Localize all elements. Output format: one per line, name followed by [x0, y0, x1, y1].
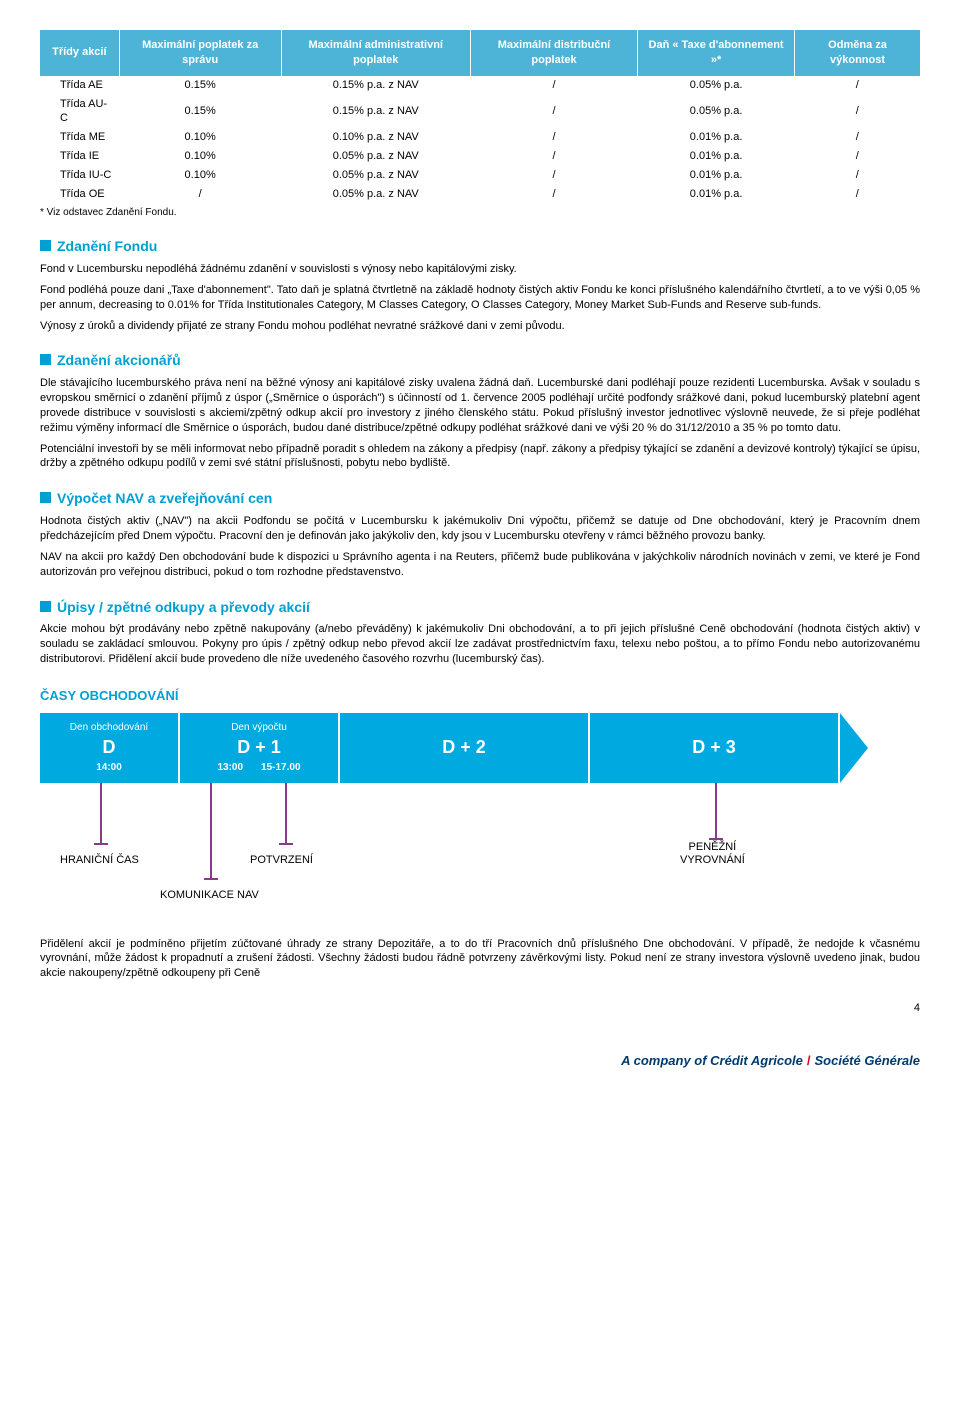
- table-header: Maximální distribuční poplatek: [470, 30, 637, 76]
- table-cell: 0.05% p.a. z NAV: [281, 166, 470, 185]
- caption-settlement: PENĚŽNÍ VYROVNÁNÍ: [680, 841, 745, 867]
- segment-day: D + 2: [442, 735, 486, 759]
- paragraph: Výnosy z úroků a dividendy přijaté ze st…: [40, 319, 920, 334]
- table-cell: /: [470, 185, 637, 204]
- table-cell: 0.15% p.a. z NAV: [281, 95, 470, 129]
- table-cell: 0.01% p.a.: [638, 166, 795, 185]
- table-cell: Třída IU-C: [40, 166, 119, 185]
- paragraph: Hodnota čistých aktiv („NAV") na akcii P…: [40, 514, 920, 544]
- paragraph: Fond podléhá pouze dani „Taxe d'abonneme…: [40, 283, 920, 313]
- table-cell: 0.10%: [119, 128, 281, 147]
- paragraph: Přidělení akcií je podmíněno přijetím zú…: [40, 937, 920, 982]
- footer-sep: /: [803, 1053, 815, 1068]
- table-header: Maximální poplatek za správu: [119, 30, 281, 76]
- table-cell: 0.01% p.a.: [638, 128, 795, 147]
- table-cell: Třída OE: [40, 185, 119, 204]
- caption-deadline: HRANIČNÍ ČAS: [60, 853, 139, 868]
- table-row: Třída AE0.15%0.15% p.a. z NAV/0.05% p.a.…: [40, 76, 920, 95]
- footer-company-a: Crédit Agricole: [710, 1053, 803, 1068]
- table-cell: Třída AU-C: [40, 95, 119, 129]
- caption-nav-comm: KOMUNIKACE NAV: [160, 888, 259, 903]
- table-cell: /: [795, 166, 920, 185]
- table-cell: 0.01% p.a.: [638, 185, 795, 204]
- segment-day: D + 3: [692, 735, 736, 759]
- table-cell: 0.10%: [119, 147, 281, 166]
- table-cell: 0.05% p.a. z NAV: [281, 185, 470, 204]
- table-cell: Třída IE: [40, 147, 119, 166]
- table-header: Maximální administrativní poplatek: [281, 30, 470, 76]
- paragraph: Fond v Lucembursku nepodléhá žádnému zda…: [40, 262, 920, 277]
- segment-day: D: [103, 735, 116, 759]
- table-cell: /: [795, 185, 920, 204]
- table-cell: Třída ME: [40, 128, 119, 147]
- table-cell: 0.15% p.a. z NAV: [281, 76, 470, 95]
- table-row: Třída IU-C0.10%0.05% p.a. z NAV/0.01% p.…: [40, 166, 920, 185]
- timeline-segment: D + 3: [590, 713, 840, 783]
- footer-company-b: Société Générale: [815, 1053, 921, 1068]
- table-cell: 0.05% p.a.: [638, 95, 795, 129]
- paragraph: Akcie mohou být prodávány nebo zpětně na…: [40, 622, 920, 667]
- table-header: Třídy akcií: [40, 30, 119, 76]
- table-cell: 0.01% p.a.: [638, 147, 795, 166]
- caption-confirm: POTVRZENÍ: [250, 853, 313, 868]
- timeline-segment: Den výpočtuD + 1 13:0015-17.00: [180, 713, 340, 783]
- footer-pre: A company of: [621, 1053, 710, 1068]
- segment-label: Den výpočtu: [231, 721, 287, 735]
- table-cell: /: [470, 147, 637, 166]
- section-title-nav: Výpočet NAV a zveřejňování cen: [40, 489, 920, 508]
- segment-label: Den obchodování: [70, 721, 148, 735]
- table-cell: 0.10%: [119, 166, 281, 185]
- trading-timeline: Den obchodováníD 14:00 Den výpočtuD + 1 13:…: [40, 713, 920, 913]
- table-footnote: * Viz odstavec Zdanění Fondu.: [40, 206, 920, 220]
- footer-brand: A company of Crédit Agricole/Société Gén…: [40, 1052, 920, 1070]
- page-number: 4: [40, 1001, 920, 1016]
- table-row: Třída AU-C0.15%0.15% p.a. z NAV/0.05% p.…: [40, 95, 920, 129]
- table-cell: /: [795, 76, 920, 95]
- table-cell: 0.15%: [119, 95, 281, 129]
- table-cell: 0.05% p.a.: [638, 76, 795, 95]
- table-header: Daň « Taxe d'abonnement »*: [638, 30, 795, 76]
- table-cell: 0.05% p.a. z NAV: [281, 147, 470, 166]
- table-cell: /: [795, 128, 920, 147]
- paragraph: Potenciální investoři by se měli informo…: [40, 442, 920, 472]
- table-cell: /: [795, 95, 920, 129]
- table-cell: 0.10% p.a. z NAV: [281, 128, 470, 147]
- table-cell: /: [470, 128, 637, 147]
- table-cell: 0.15%: [119, 76, 281, 95]
- section-title-subscriptions: Úpisy / zpětné odkupy a převody akcií: [40, 598, 920, 617]
- segment-time: 14:00: [96, 761, 122, 775]
- section-title-taxation-shareholders: Zdanění akcionářů: [40, 351, 920, 370]
- table-row: Třída IE0.10%0.05% p.a. z NAV/0.01% p.a.…: [40, 147, 920, 166]
- table-cell: /: [470, 95, 637, 129]
- fees-table: Třídy akciíMaximální poplatek za správuM…: [40, 30, 920, 204]
- table-cell: Třída AE: [40, 76, 119, 95]
- timeline-segment: Den obchodováníD 14:00: [40, 713, 180, 783]
- table-cell: /: [470, 76, 637, 95]
- timeline-segment: D + 2: [340, 713, 590, 783]
- segment-times: 13:0015-17.00: [217, 761, 300, 775]
- trading-times-title: ČASY OBCHODOVÁNÍ: [40, 687, 920, 705]
- section-title-taxation-fund: Zdanění Fondu: [40, 237, 920, 256]
- table-header: Odměna za výkonnost: [795, 30, 920, 76]
- table-cell: /: [795, 147, 920, 166]
- paragraph: NAV na akcii pro každý Den obchodování b…: [40, 550, 920, 580]
- table-row: Třída ME0.10%0.10% p.a. z NAV/0.01% p.a.…: [40, 128, 920, 147]
- table-row: Třída OE/0.05% p.a. z NAV/0.01% p.a./: [40, 185, 920, 204]
- segment-day: D + 1: [237, 735, 281, 759]
- table-cell: /: [119, 185, 281, 204]
- paragraph: Dle stávajícího lucemburského práva není…: [40, 376, 920, 435]
- table-cell: /: [470, 166, 637, 185]
